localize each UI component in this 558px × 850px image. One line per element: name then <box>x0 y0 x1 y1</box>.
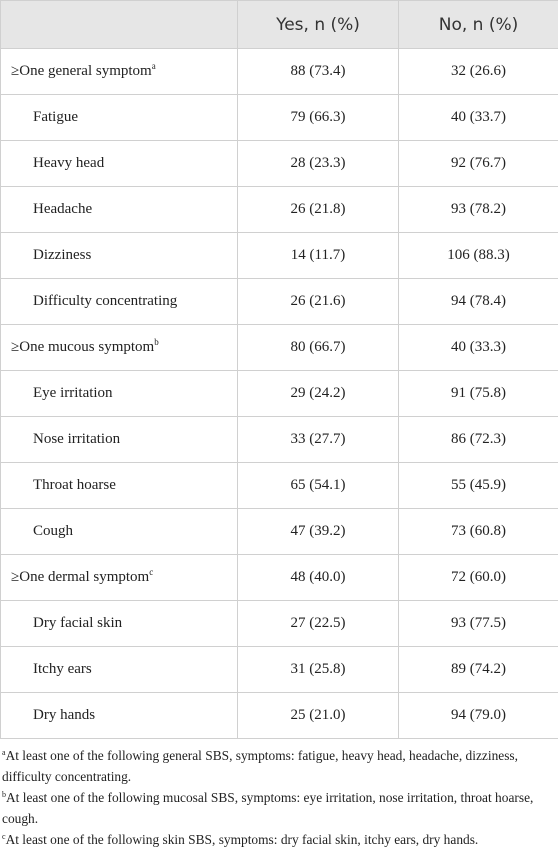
yes-cell: 79 (66.3) <box>238 95 399 141</box>
no-cell: 40 (33.3) <box>399 325 558 371</box>
item-row: Eye irritation 29 (24.2)91 (75.8) <box>1 371 558 417</box>
yes-cell: 47 (39.2) <box>238 509 399 555</box>
label-text: Itchy ears <box>33 661 92 677</box>
item-row: Dry hands 25 (21.0)94 (79.0) <box>1 693 558 739</box>
yes-cell: 28 (23.3) <box>238 141 399 187</box>
yes-cell: 29 (24.2) <box>238 371 399 417</box>
footnote-text: At least one of the following skin SBS, … <box>6 832 479 847</box>
label-text: ≥One dermal symptom <box>11 569 149 585</box>
yes-cell: 25 (21.0) <box>238 693 399 739</box>
label-text: Cough <box>33 523 73 539</box>
footnote-text: At least one of the following mucosal SB… <box>2 790 533 826</box>
no-cell: 32 (26.6) <box>399 49 558 95</box>
yes-cell: 31 (25.8) <box>238 647 399 693</box>
label-text: Headache <box>33 201 92 217</box>
yes-cell: 65 (54.1) <box>238 463 399 509</box>
row-label: Itchy ears <box>1 647 238 693</box>
label-text: ≥One mucous symptom <box>11 339 154 355</box>
no-cell: 40 (33.7) <box>399 95 558 141</box>
yes-cell: 80 (66.7) <box>238 325 399 371</box>
header-cell: No, n (%) <box>399 1 558 49</box>
label-text: Heavy head <box>33 155 104 171</box>
yes-cell: 48 (40.0) <box>238 555 399 601</box>
item-row: Heavy head 28 (23.3)92 (76.7) <box>1 141 558 187</box>
row-label: Headache <box>1 187 238 233</box>
label-text: Nose irritation <box>33 431 120 447</box>
item-row: Headache 26 (21.8)93 (78.2) <box>1 187 558 233</box>
yes-cell: 26 (21.6) <box>238 279 399 325</box>
footnote-text: At least one of the following general SB… <box>2 748 518 784</box>
header-cell: Yes, n (%) <box>238 1 399 49</box>
item-row: Nose irritation 33 (27.7)86 (72.3) <box>1 417 558 463</box>
item-row: Difficulty concentrating 26 (21.6)94 (78.… <box>1 279 558 325</box>
row-label: Nose irritation <box>1 417 238 463</box>
item-row: Cough 47 (39.2)73 (60.8) <box>1 509 558 555</box>
item-row: Throat hoarse 65 (54.1)55 (45.9) <box>1 463 558 509</box>
header-row: Yes, n (%) No, n (%) <box>1 1 558 49</box>
label-text: Dry hands <box>33 707 95 723</box>
item-row: Dizziness 14 (11.7)106 (88.3) <box>1 233 558 279</box>
item-row: Dry facial skin 27 (22.5)93 (77.5) <box>1 601 558 647</box>
yes-cell: 26 (21.8) <box>238 187 399 233</box>
symptom-table: Yes, n (%) No, n (%) ≥One general sympto… <box>0 0 558 739</box>
footnote: cAt least one of the following skin SBS,… <box>2 829 556 850</box>
no-cell: 86 (72.3) <box>399 417 558 463</box>
yes-cell: 88 (73.4) <box>238 49 399 95</box>
item-row: Fatigue 79 (66.3)40 (33.7) <box>1 95 558 141</box>
no-cell: 94 (78.4) <box>399 279 558 325</box>
no-cell: 93 (77.5) <box>399 601 558 647</box>
row-label: Difficulty concentrating <box>1 279 238 325</box>
label-text: Difficulty concentrating <box>33 293 177 309</box>
row-label: Dizziness <box>1 233 238 279</box>
row-label: Fatigue <box>1 95 238 141</box>
no-cell: 55 (45.9) <box>399 463 558 509</box>
label-text: Fatigue <box>33 109 78 125</box>
row-label: Eye irritation <box>1 371 238 417</box>
row-label: ≥One dermal symptomc <box>1 555 238 601</box>
row-label: Heavy head <box>1 141 238 187</box>
no-cell: 92 (76.7) <box>399 141 558 187</box>
no-cell: 93 (78.2) <box>399 187 558 233</box>
no-cell: 89 (74.2) <box>399 647 558 693</box>
row-label: Dry hands <box>1 693 238 739</box>
row-label: Cough <box>1 509 238 555</box>
no-cell: 106 (88.3) <box>399 233 558 279</box>
footnotes: aAt least one of the following general S… <box>0 739 558 850</box>
yes-cell: 33 (27.7) <box>238 417 399 463</box>
label-text: Eye irritation <box>33 385 113 401</box>
row-label: ≥One mucous symptomb <box>1 325 238 371</box>
no-cell: 72 (60.0) <box>399 555 558 601</box>
footnote-mark: b <box>154 337 159 347</box>
header-cell <box>1 1 238 49</box>
label-text: ≥One general symptom <box>11 63 152 79</box>
no-cell: 94 (79.0) <box>399 693 558 739</box>
label-text: Dry facial skin <box>33 615 122 631</box>
yes-cell: 27 (22.5) <box>238 601 399 647</box>
label-text: Throat hoarse <box>33 477 116 493</box>
no-cell: 73 (60.8) <box>399 509 558 555</box>
item-row: Itchy ears 31 (25.8)89 (74.2) <box>1 647 558 693</box>
table-header: Yes, n (%) No, n (%) <box>1 1 558 49</box>
footnote-mark: a <box>152 61 156 71</box>
footnote: aAt least one of the following general S… <box>2 745 556 787</box>
row-label: Dry facial skin <box>1 601 238 647</box>
yes-cell: 14 (11.7) <box>238 233 399 279</box>
footnote: bAt least one of the following mucosal S… <box>2 787 556 829</box>
footnote-mark: c <box>149 567 153 577</box>
row-label: ≥One general symptoma <box>1 49 238 95</box>
label-text: Dizziness <box>33 247 91 263</box>
no-cell: 91 (75.8) <box>399 371 558 417</box>
row-label: Throat hoarse <box>1 463 238 509</box>
